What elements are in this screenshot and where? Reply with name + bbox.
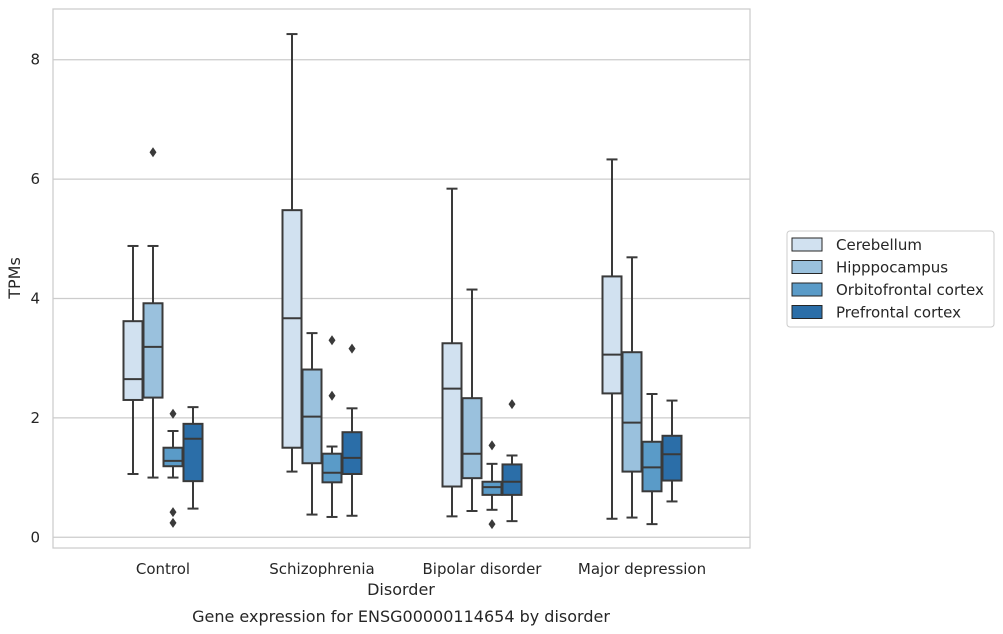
- box-group: [341, 343, 363, 517]
- box: [162, 446, 184, 468]
- y-tick-labels: 0 2 4 6 8: [30, 51, 40, 547]
- legend-swatch: [791, 260, 823, 274]
- outlier-point: [488, 440, 496, 451]
- box: [601, 275, 623, 395]
- box: [441, 342, 463, 488]
- legend-swatch: [791, 237, 823, 252]
- series-prefrontal-cortex: [182, 343, 683, 523]
- series-cerebellum: [122, 33, 623, 520]
- box-group: [162, 408, 184, 528]
- y-tick-label: 2: [30, 409, 40, 427]
- legend-item: Orbitofrontal cortex: [791, 281, 984, 299]
- box-group: [661, 399, 683, 503]
- outlier-point: [508, 399, 516, 410]
- y-tick-label: 0: [30, 528, 40, 546]
- box-group: [461, 288, 483, 512]
- box: [621, 351, 643, 473]
- legend-swatch: [791, 305, 823, 319]
- box-group: [182, 406, 204, 510]
- outlier-point: [169, 408, 177, 419]
- box: [182, 422, 204, 483]
- legend-label: Orbitofrontal cortex: [836, 281, 984, 299]
- figure-caption: Gene expression for ENSG00000114654 by d…: [192, 607, 610, 626]
- y-tick-label: 4: [30, 289, 40, 307]
- legend-item: Cerebellum: [791, 236, 922, 254]
- legend-swatch: [791, 282, 823, 297]
- legend-frame: [786, 230, 995, 328]
- box: [661, 434, 683, 482]
- x-tick-label: Schizophrenia: [269, 560, 374, 578]
- x-tick-label: Bipolar disorder: [423, 560, 543, 578]
- box: [321, 452, 343, 484]
- outlier-point: [348, 343, 356, 354]
- box: [122, 320, 144, 401]
- box: [501, 463, 523, 496]
- series-orbitofrontal-cortex: [162, 335, 663, 530]
- outlier-point: [488, 519, 496, 530]
- box-group: [501, 399, 523, 523]
- box: [461, 397, 483, 480]
- box: [281, 209, 303, 449]
- legend-label: Prefrontal cortex: [836, 304, 961, 322]
- legend-item: Hipppocampus: [791, 259, 948, 277]
- box-group: [281, 33, 303, 473]
- x-tick-label: Major depression: [578, 560, 706, 578]
- outlier-point: [328, 390, 336, 401]
- box-group: [301, 332, 323, 516]
- box-group: [481, 440, 503, 530]
- x-axis-title: Disorder: [367, 580, 435, 599]
- box-groups: [122, 33, 683, 530]
- plot-frame: [52, 8, 751, 549]
- legend-label: Hipppocampus: [836, 259, 948, 277]
- box-group: [321, 335, 343, 518]
- box-group: [601, 158, 623, 520]
- outlier-point: [169, 517, 177, 528]
- box-group: [122, 244, 144, 475]
- gridlines: [53, 59, 750, 538]
- x-tick-labels: Control Schizophrenia Bipolar disorder Majo…: [136, 560, 706, 578]
- legend-item: Prefrontal cortex: [791, 304, 961, 322]
- outlier-point: [149, 147, 157, 158]
- box-group: [142, 147, 164, 479]
- outlier-point: [328, 335, 336, 346]
- y-tick-label: 8: [30, 51, 40, 69]
- y-axis-title: TPMs: [5, 257, 24, 300]
- series-hipppocampus: [142, 147, 643, 519]
- outlier-point: [169, 507, 177, 518]
- box: [481, 480, 503, 496]
- legend-label: Cerebellum: [836, 236, 922, 254]
- box-group: [641, 393, 663, 526]
- legend: Cerebellum Hipppocampus Orbitofrontal cort…: [786, 230, 995, 328]
- y-tick-label: 6: [30, 170, 40, 188]
- x-tick-label: Control: [136, 560, 190, 578]
- box: [341, 431, 363, 475]
- box: [142, 302, 164, 399]
- box-group: [621, 256, 643, 519]
